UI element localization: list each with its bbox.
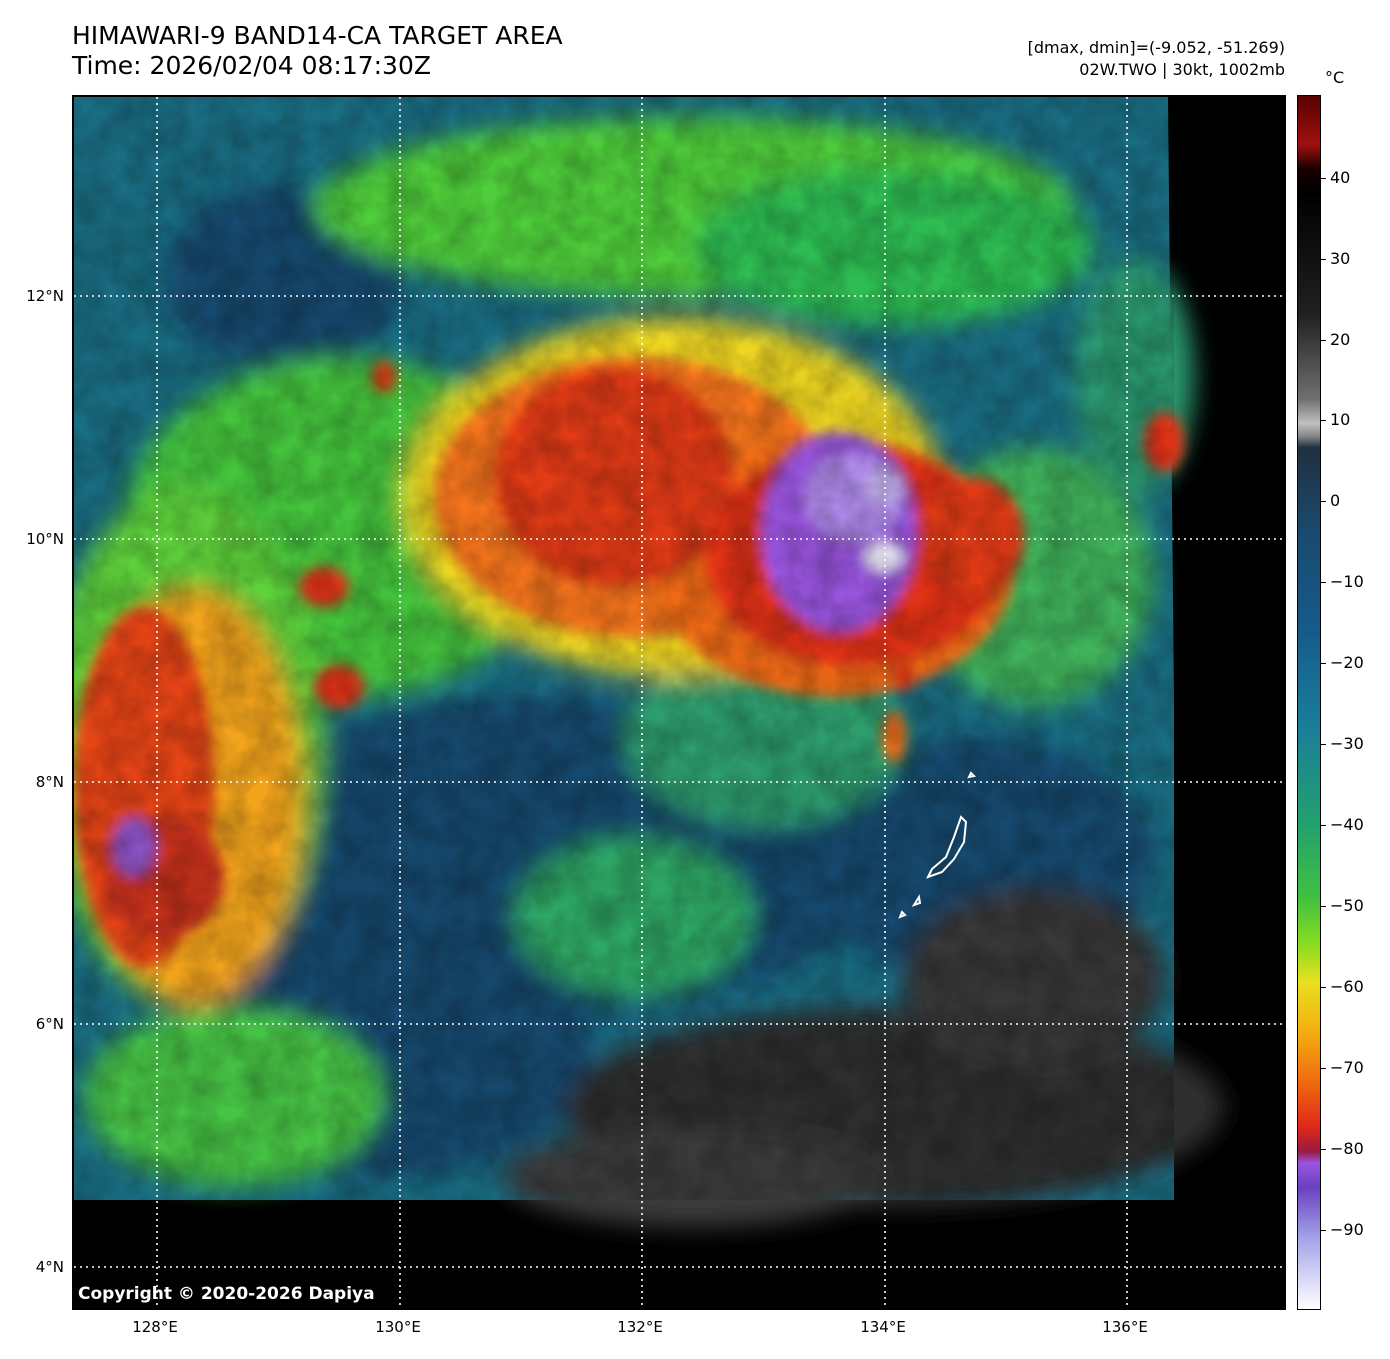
lat-label-12n: 12°N [26, 287, 64, 305]
lon-label-136e: 136°E [1102, 1318, 1148, 1336]
cb-tick-label: −40 [1330, 815, 1364, 834]
colorbar-unit: °C [1325, 68, 1345, 87]
lon-label-134e: 134°E [860, 1318, 906, 1336]
cb-tick-label: 0 [1330, 491, 1341, 510]
dmax-dmin-label: [dmax, dmin]=(-9.052, -51.269) [1027, 38, 1285, 57]
coastline [898, 771, 977, 919]
chart-time: Time: 2026/02/04 08:17:30Z [72, 51, 431, 80]
cb-tick-label: −50 [1330, 896, 1364, 915]
lat-label-6n: 6°N [35, 1015, 64, 1033]
colorbar [1297, 95, 1321, 1310]
lat-label-10n: 10°N [26, 530, 64, 548]
cb-tick-label: 40 [1330, 168, 1351, 187]
copyright-text: Copyright © 2020-2026 Dapiya [78, 1284, 375, 1304]
graticule [74, 97, 1284, 1308]
cb-tick-label: −80 [1330, 1139, 1364, 1158]
lon-label-128e: 128°E [132, 1318, 178, 1336]
cb-tick-label: −70 [1330, 1058, 1364, 1077]
cb-tick-label: 20 [1330, 330, 1351, 349]
chart-title: HIMAWARI-9 BAND14-CA TARGET AREA [72, 21, 563, 50]
storm-info-label: 02W.TWO | 30kt, 1002mb [1079, 60, 1285, 79]
cb-tick-label: 30 [1330, 249, 1351, 268]
satellite-map [72, 95, 1286, 1310]
lon-label-132e: 132°E [617, 1318, 663, 1336]
ir-imagery [74, 97, 1284, 1308]
lat-label-8n: 8°N [35, 773, 64, 791]
cb-tick-label: −20 [1330, 653, 1364, 672]
cb-tick-label: −90 [1330, 1220, 1364, 1239]
lon-label-130e: 130°E [375, 1318, 421, 1336]
cb-tick-label: −10 [1330, 572, 1364, 591]
cb-tick-label: −30 [1330, 734, 1364, 753]
cb-tick-label: 10 [1330, 410, 1351, 429]
cb-tick-label: −60 [1330, 977, 1364, 996]
lat-label-4n: 4°N [35, 1258, 64, 1276]
